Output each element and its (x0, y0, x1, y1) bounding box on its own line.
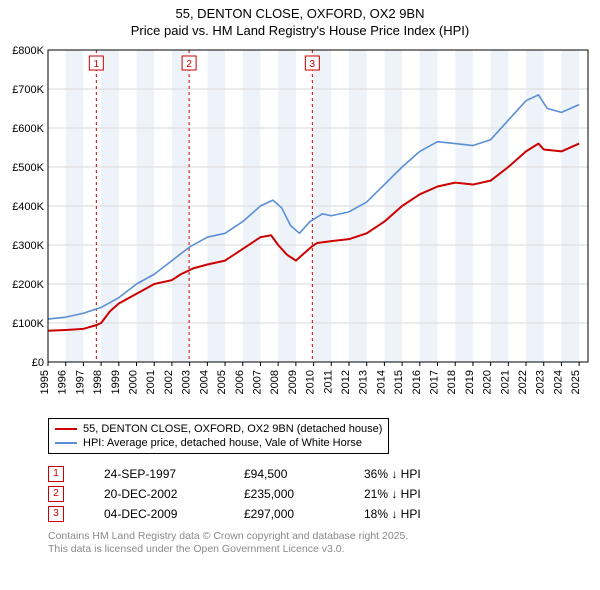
svg-text:2024: 2024 (552, 370, 564, 394)
svg-text:2007: 2007 (251, 370, 263, 394)
svg-text:2010: 2010 (305, 370, 317, 394)
footer-line-2: This data is licensed under the Open Gov… (48, 543, 580, 556)
svg-text:2: 2 (186, 59, 192, 70)
sale-delta: 18% ↓ HPI (364, 507, 421, 521)
legend-swatch (55, 428, 77, 430)
sale-delta: 21% ↓ HPI (364, 487, 421, 501)
svg-text:2003: 2003 (181, 370, 193, 394)
title-line-2: Price paid vs. HM Land Registry's House … (0, 23, 600, 40)
svg-text:1: 1 (94, 59, 100, 70)
svg-text:2016: 2016 (411, 370, 423, 394)
legend-item: HPI: Average price, detached house, Vale… (55, 436, 382, 450)
chart-title: 55, DENTON CLOSE, OXFORD, OX2 9BN Price … (0, 0, 600, 44)
svg-text:2004: 2004 (198, 370, 210, 394)
chart-svg: £0 £100K £200K £300K £400K £500K £600K £700K £80… (0, 44, 600, 414)
svg-text:2013: 2013 (358, 370, 370, 394)
plot-area: £0 £100K £200K £300K £400K £500K £600K £700K £80… (0, 44, 600, 414)
svg-text:£0: £0 (32, 357, 44, 369)
svg-text:1999: 1999 (110, 370, 122, 394)
legend-item: 55, DENTON CLOSE, OXFORD, OX2 9BN (detac… (55, 422, 382, 436)
svg-text:£700K: £700K (12, 84, 44, 96)
sale-marker: 1 (48, 466, 64, 482)
svg-text:2014: 2014 (375, 370, 387, 394)
svg-text:2015: 2015 (393, 370, 405, 394)
svg-text:2000: 2000 (128, 370, 140, 394)
title-line-1: 55, DENTON CLOSE, OXFORD, OX2 9BN (0, 6, 600, 23)
svg-text:£200K: £200K (12, 279, 44, 291)
sale-row: 3 04-DEC-2009 £297,000 18% ↓ HPI (48, 504, 580, 524)
svg-text:2009: 2009 (287, 370, 299, 394)
svg-text:3: 3 (310, 59, 316, 70)
sales-table: 1 24-SEP-1997 £94,500 36% ↓ HPI 2 20-DEC-2002… (48, 464, 580, 524)
svg-text:£400K: £400K (12, 201, 44, 213)
svg-text:2018: 2018 (446, 370, 458, 394)
footer-note: Contains HM Land Registry data © Crown c… (48, 530, 580, 555)
svg-text:£600K: £600K (12, 123, 44, 135)
svg-text:2005: 2005 (216, 370, 228, 394)
sale-price: £94,500 (244, 467, 324, 481)
svg-text:£800K: £800K (12, 45, 44, 57)
sale-marker: 3 (48, 506, 64, 522)
svg-text:2019: 2019 (464, 370, 476, 394)
svg-text:2023: 2023 (535, 370, 547, 394)
svg-text:£500K: £500K (12, 162, 44, 174)
svg-text:1997: 1997 (74, 370, 86, 394)
svg-text:2021: 2021 (499, 370, 511, 394)
svg-text:2008: 2008 (269, 370, 281, 394)
svg-text:2022: 2022 (517, 370, 529, 394)
price-chart-container: { "title": { "line1": "55, DENTON CLOSE,… (0, 0, 600, 556)
footer-line-1: Contains HM Land Registry data © Crown c… (48, 530, 580, 543)
svg-text:2011: 2011 (322, 370, 334, 394)
sale-price: £235,000 (244, 487, 324, 501)
svg-text:2012: 2012 (340, 370, 352, 394)
sale-row: 1 24-SEP-1997 £94,500 36% ↓ HPI (48, 464, 580, 484)
svg-text:2020: 2020 (482, 370, 494, 394)
svg-text:1998: 1998 (92, 370, 104, 394)
svg-text:2025: 2025 (570, 370, 582, 394)
legend-swatch (55, 442, 77, 444)
svg-text:2006: 2006 (234, 370, 246, 394)
legend-label: 55, DENTON CLOSE, OXFORD, OX2 9BN (detac… (83, 422, 382, 436)
legend: 55, DENTON CLOSE, OXFORD, OX2 9BN (detac… (48, 418, 389, 455)
svg-text:2002: 2002 (163, 370, 175, 394)
sale-delta: 36% ↓ HPI (364, 467, 421, 481)
svg-text:2017: 2017 (429, 370, 441, 394)
svg-text:£100K: £100K (12, 318, 44, 330)
legend-label: HPI: Average price, detached house, Vale… (83, 436, 362, 450)
sale-marker: 2 (48, 486, 64, 502)
svg-text:1995: 1995 (39, 370, 51, 394)
svg-text:£300K: £300K (12, 240, 44, 252)
sale-row: 2 20-DEC-2002 £235,000 21% ↓ HPI (48, 484, 580, 504)
sale-price: £297,000 (244, 507, 324, 521)
sale-date: 20-DEC-2002 (104, 487, 204, 501)
svg-text:1996: 1996 (57, 370, 69, 394)
sale-date: 24-SEP-1997 (104, 467, 204, 481)
sale-date: 04-DEC-2009 (104, 507, 204, 521)
svg-text:2001: 2001 (145, 370, 157, 394)
